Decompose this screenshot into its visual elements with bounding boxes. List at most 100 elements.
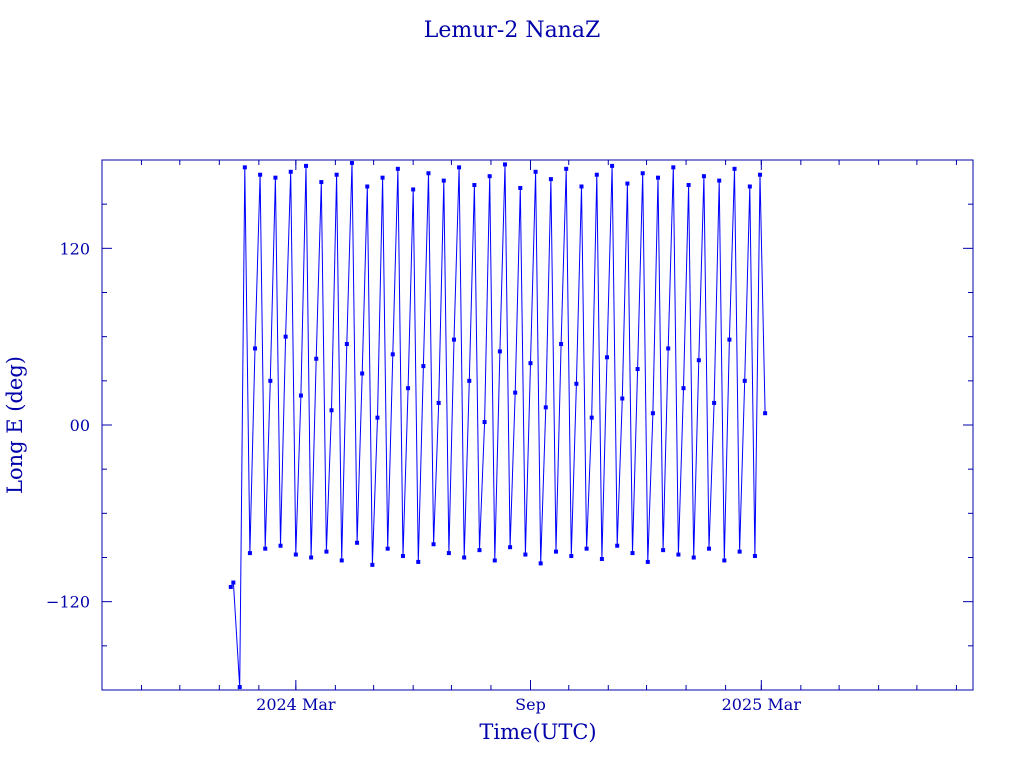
- data-point: [268, 378, 273, 383]
- data-point: [314, 356, 319, 361]
- x-tick-label: 2025 Mar: [722, 695, 802, 714]
- data-point: [451, 337, 456, 342]
- data-point: [574, 381, 579, 386]
- plot-area: [101, 159, 974, 691]
- ticks-layer: 120 00 −120 2024 Mar Sep 2025 Mar: [46, 160, 973, 714]
- data-point: [559, 342, 564, 347]
- data-point: [487, 174, 492, 179]
- data-point: [231, 580, 236, 585]
- data-point: [564, 166, 569, 171]
- data-point: [763, 411, 768, 416]
- data-point: [518, 185, 523, 190]
- data-point: [747, 184, 752, 189]
- data-point: [344, 342, 349, 347]
- data-point: [492, 558, 497, 563]
- data-point: [278, 543, 283, 548]
- data-point: [630, 551, 635, 556]
- data-point: [355, 540, 360, 545]
- data-point: [334, 172, 339, 177]
- data-point: [293, 552, 298, 557]
- data-point: [426, 171, 431, 176]
- series-line: [230, 162, 766, 688]
- y-tick-label: 00: [70, 416, 90, 435]
- data-point: [701, 174, 706, 179]
- data-point: [309, 555, 314, 560]
- data-point: [395, 166, 400, 171]
- data-point: [436, 400, 441, 405]
- data-point: [737, 549, 742, 554]
- data-point: [349, 160, 354, 165]
- data-point: [228, 584, 233, 589]
- x-tick-label: 2024 Mar: [256, 695, 336, 714]
- data-point: [533, 169, 538, 174]
- data-point: [758, 172, 763, 177]
- chart-title: Lemur-2 NanaZ: [424, 18, 601, 43]
- data-point: [390, 352, 395, 357]
- data-point: [457, 165, 462, 170]
- data-point: [645, 559, 650, 564]
- data-point: [661, 548, 666, 553]
- data-point: [635, 367, 640, 372]
- data-point: [712, 400, 717, 405]
- data-point: [237, 685, 242, 690]
- data-point: [258, 172, 263, 177]
- data-point: [288, 169, 293, 174]
- x-axis-label: Time(UTC): [479, 720, 596, 744]
- y-tick-label: 120: [59, 239, 90, 258]
- data-point: [446, 551, 451, 556]
- data-point: [691, 555, 696, 560]
- data-point: [324, 549, 329, 554]
- data-point: [528, 361, 533, 366]
- data-point: [416, 559, 421, 564]
- data-point: [477, 548, 482, 553]
- y-tick-label: −120: [46, 593, 90, 612]
- data-point: [502, 162, 507, 167]
- data-point: [513, 390, 518, 395]
- data-point: [283, 334, 288, 339]
- data-point: [370, 562, 375, 567]
- data-point: [441, 178, 446, 183]
- data-point: [319, 180, 324, 185]
- data-point: [696, 358, 701, 363]
- data-point: [671, 165, 676, 170]
- series-layer: [228, 160, 768, 690]
- data-point: [263, 546, 268, 551]
- data-point: [625, 181, 630, 186]
- data-point: [431, 542, 436, 547]
- data-point: [385, 546, 390, 551]
- data-point: [676, 552, 681, 557]
- data-point: [717, 178, 722, 183]
- data-point: [462, 555, 467, 560]
- data-point: [538, 561, 543, 566]
- data-point: [594, 172, 599, 177]
- data-point: [656, 175, 661, 180]
- data-point: [411, 187, 416, 192]
- data-point: [247, 551, 252, 556]
- data-point: [400, 554, 405, 559]
- data-point: [375, 415, 380, 420]
- data-point: [380, 175, 385, 180]
- data-point: [242, 165, 247, 170]
- data-point: [727, 337, 732, 342]
- data-point: [752, 554, 757, 559]
- data-point: [584, 546, 589, 551]
- data-point: [722, 558, 727, 563]
- data-point: [273, 175, 278, 180]
- data-point: [329, 408, 334, 413]
- data-point: [615, 543, 620, 548]
- data-point: [666, 346, 671, 351]
- data-point: [650, 411, 655, 416]
- data-point: [686, 183, 691, 188]
- data-point: [553, 549, 558, 554]
- data-point: [610, 163, 615, 168]
- data-point: [508, 545, 513, 550]
- data-point: [548, 177, 553, 182]
- data-point: [523, 552, 528, 557]
- data-point: [620, 396, 625, 401]
- x-tick-label: Sep: [515, 695, 546, 714]
- data-point: [732, 166, 737, 171]
- data-point: [579, 184, 584, 189]
- data-point: [482, 420, 487, 425]
- data-point: [472, 183, 477, 188]
